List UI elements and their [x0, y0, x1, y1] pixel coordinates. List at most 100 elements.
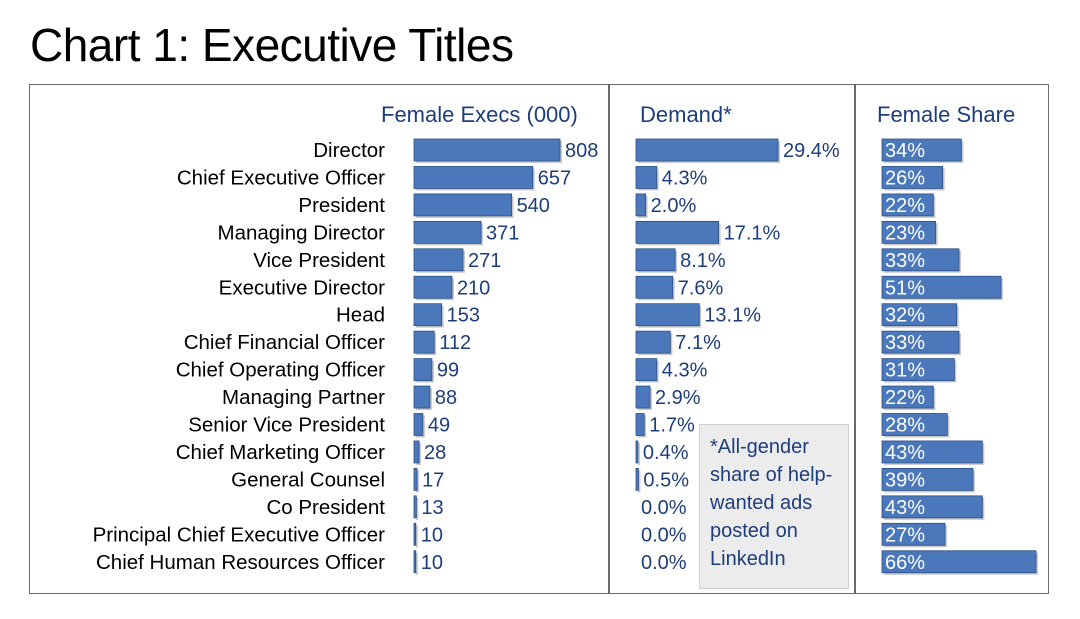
bar	[881, 385, 934, 409]
data-label: 33%	[885, 250, 925, 272]
bar	[881, 413, 948, 436]
bar	[413, 166, 534, 189]
data-label: 0.0%	[641, 552, 687, 574]
bar	[635, 467, 639, 491]
data-label: 34%	[885, 140, 925, 162]
data-label: 153	[447, 305, 480, 327]
chart-rows: Director 808 29.4% 34% Chief Executive Offic…	[93, 138, 1038, 575]
bar	[413, 275, 453, 299]
bar	[881, 220, 937, 244]
category-label: Chief Financial Officer	[184, 331, 385, 354]
header-female-share: Female Share	[877, 102, 1015, 127]
bar	[635, 385, 651, 409]
data-label: 43%	[885, 497, 925, 519]
data-label: 39%	[885, 469, 925, 491]
data-label: 4.3%	[662, 167, 708, 189]
category-label: Co President	[266, 496, 385, 519]
data-label: 17	[422, 469, 444, 491]
data-label: 0.5%	[643, 469, 689, 491]
bar	[881, 330, 960, 354]
data-label: 210	[457, 277, 490, 299]
data-label: 66%	[885, 552, 925, 574]
bar	[413, 495, 417, 519]
data-label: 7.1%	[675, 332, 721, 354]
bar	[881, 248, 960, 272]
bar	[413, 220, 482, 244]
category-label: Vice President	[253, 249, 385, 272]
bar	[413, 440, 420, 464]
bar	[413, 413, 424, 436]
bar	[413, 550, 417, 574]
data-label: 29.4%	[783, 140, 840, 162]
data-label: 33%	[885, 332, 925, 354]
bar	[635, 330, 671, 354]
data-label: 26%	[885, 167, 925, 189]
data-label: 540	[517, 195, 550, 217]
bar	[413, 522, 417, 546]
bar	[413, 358, 433, 382]
category-label: Chief Human Resources Officer	[96, 551, 385, 574]
footnote-text: *All-gender share of help-wanted ads pos…	[710, 436, 833, 570]
data-label: 13.1%	[704, 305, 761, 327]
bar	[413, 193, 512, 217]
bar-shadow	[416, 470, 420, 493]
bar	[413, 138, 561, 162]
bar	[635, 138, 779, 162]
bar	[413, 385, 431, 409]
category-label: Managing Director	[218, 221, 386, 244]
data-label: 49	[428, 415, 450, 437]
data-label: 88	[435, 387, 457, 409]
bar	[881, 467, 974, 491]
chart-title: Chart 1: Executive Titles	[30, 19, 514, 71]
data-label: 27%	[885, 524, 925, 546]
bar	[881, 166, 944, 189]
bar	[635, 358, 658, 382]
bar	[881, 550, 1037, 574]
category-label: General Counsel	[231, 468, 385, 491]
data-label: 371	[486, 222, 519, 244]
bar	[881, 275, 1002, 299]
data-label: 112	[439, 332, 471, 354]
data-label: 657	[538, 167, 571, 189]
data-label: 51%	[885, 277, 925, 299]
bar-shadow	[416, 525, 418, 548]
category-label: Senior Vice President	[188, 414, 385, 437]
data-label: 43%	[885, 442, 925, 464]
data-label: 17.1%	[724, 222, 781, 244]
data-label: 1.7%	[649, 415, 695, 437]
footnote-box: *All-gender share of help-wanted ads pos…	[699, 424, 849, 589]
data-label: 22%	[885, 387, 925, 409]
bar-shadow	[638, 442, 640, 465]
bar	[413, 330, 435, 354]
bar	[635, 166, 658, 189]
data-label: 99	[437, 360, 459, 382]
data-label: 23%	[885, 222, 925, 244]
bar	[881, 138, 962, 162]
bar-shadow	[416, 497, 419, 520]
category-label: Executive Director	[219, 276, 386, 299]
data-label: 10	[421, 552, 443, 574]
data-label: 0.0%	[641, 497, 687, 519]
data-label: 0.4%	[643, 442, 689, 464]
bar	[881, 495, 983, 519]
category-label: President	[298, 194, 385, 217]
bar	[413, 467, 418, 491]
category-label: Chief Operating Officer	[176, 359, 385, 382]
data-label: 808	[565, 140, 598, 162]
category-label: Principal Chief Executive Officer	[93, 523, 386, 546]
bar	[413, 248, 464, 272]
data-label: 28	[424, 442, 446, 464]
bar	[635, 248, 676, 272]
bar	[881, 193, 934, 217]
data-label: 10	[421, 524, 443, 546]
header-demand: Demand*	[640, 102, 732, 127]
data-label: 271	[468, 250, 501, 272]
category-label: Director	[313, 139, 385, 162]
data-label: 22%	[885, 195, 925, 217]
header-female-execs: Female Execs (000)	[381, 102, 578, 127]
category-label: Managing Partner	[222, 386, 385, 409]
category-label: Head	[336, 304, 385, 327]
bar-shadow	[638, 470, 641, 493]
bar	[635, 220, 719, 244]
